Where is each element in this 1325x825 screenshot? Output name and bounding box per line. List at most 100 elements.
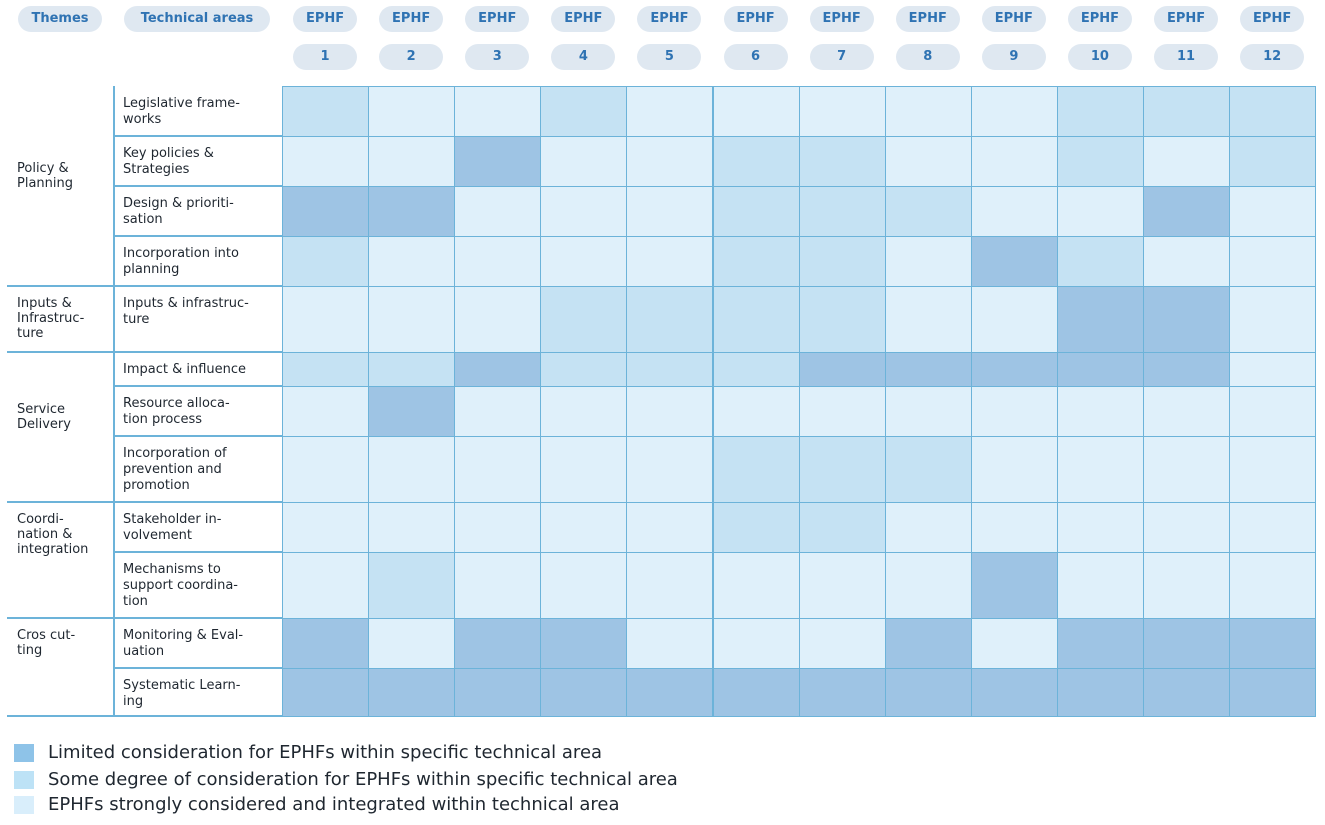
- matrix-cell: [368, 386, 456, 437]
- matrix-cell: [1143, 502, 1231, 553]
- matrix-cell: [884, 352, 972, 387]
- matrix-cell: [884, 386, 972, 437]
- matrix-cell: [970, 286, 1058, 353]
- legend-swatch: [14, 744, 34, 762]
- matrix-cell: [282, 86, 370, 137]
- legend-label: EPHFs strongly considered and integrated…: [48, 794, 620, 815]
- matrix-cell: [884, 236, 972, 287]
- matrix-cell: [454, 236, 542, 287]
- matrix-cell: [454, 668, 542, 717]
- technical-area-label: Resource alloca- tion process: [123, 396, 230, 427]
- matrix-cell: [712, 386, 800, 437]
- matrix-cell: [282, 436, 370, 503]
- technical-area-label: Monitoring & Eval- uation: [123, 628, 244, 659]
- matrix-cell: [282, 552, 370, 619]
- matrix-cell: [712, 136, 800, 187]
- ephf-header-label: EPHF: [293, 6, 358, 32]
- matrix-cell: [970, 86, 1058, 137]
- matrix-cell: [454, 286, 542, 353]
- matrix-cell: [454, 86, 542, 137]
- matrix-cell: [712, 186, 800, 237]
- matrix-cell: [884, 186, 972, 237]
- technical-area-label: Stakeholder in- volvement: [123, 512, 222, 543]
- matrix-cell: [1056, 436, 1144, 503]
- matrix-cell: [454, 186, 542, 237]
- legend-label: Limited consideration for EPHFs within s…: [48, 742, 603, 763]
- matrix-cell: [540, 386, 628, 437]
- matrix-cell: [1056, 386, 1144, 437]
- matrix-cell: [712, 236, 800, 287]
- matrix-cell: [368, 502, 456, 553]
- matrix-cell: [798, 286, 886, 353]
- ephf-number-1: 1: [293, 44, 358, 70]
- matrix-cell: [798, 436, 886, 503]
- matrix-cell: [1056, 352, 1144, 387]
- ephf-header-label: EPHF: [379, 6, 444, 32]
- matrix-cell: [1056, 136, 1144, 187]
- matrix-cell: [884, 286, 972, 353]
- matrix-cell: [454, 136, 542, 187]
- matrix-cell: [454, 352, 542, 387]
- matrix-cell: [884, 436, 972, 503]
- matrix-cell: [540, 668, 628, 717]
- technical-areas-header: Technical areas: [124, 6, 270, 32]
- ephf-header-label: EPHF: [637, 6, 702, 32]
- technical-area-label: Design & prioriti- sation: [123, 196, 234, 227]
- matrix-cell: [282, 186, 370, 237]
- theme-label: Inputs & Infrastruc- ture: [17, 296, 85, 341]
- ephf-header-label: EPHF: [895, 6, 960, 32]
- matrix-cell: [626, 552, 714, 619]
- ephf-number-11: 11: [1154, 44, 1219, 70]
- matrix-cell: [626, 352, 714, 387]
- matrix-cell: [540, 236, 628, 287]
- matrix-cell: [540, 618, 628, 669]
- technical-area-label: Incorporation into planning: [123, 246, 239, 277]
- legend-swatch: [14, 796, 34, 814]
- matrix-cell: [884, 86, 972, 137]
- matrix-cell: [626, 236, 714, 287]
- matrix-cell: [1229, 352, 1317, 387]
- matrix-cell: [1143, 136, 1231, 187]
- matrix-cell: [970, 236, 1058, 287]
- matrix-cell: [282, 502, 370, 553]
- matrix-cell: [368, 236, 456, 287]
- matrix-cell: [712, 436, 800, 503]
- matrix-cell: [798, 236, 886, 287]
- row-divider: [113, 435, 282, 437]
- matrix-cell: [1056, 236, 1144, 287]
- matrix-cell: [970, 352, 1058, 387]
- ephf-number-9: 9: [981, 44, 1046, 70]
- ephf-header-label: EPHF: [1240, 6, 1305, 32]
- matrix-cell: [798, 502, 886, 553]
- matrix-cell: [970, 668, 1058, 717]
- matrix-cell: [970, 136, 1058, 187]
- matrix-cell: [540, 552, 628, 619]
- matrix-cell: [540, 186, 628, 237]
- theme-label: Cros cut- ting: [17, 628, 76, 658]
- technical-area-label: Systematic Learn- ing: [123, 678, 241, 709]
- matrix-cell: [1229, 186, 1317, 237]
- matrix-cell: [1143, 186, 1231, 237]
- technical-area-label: Incorporation of prevention and promotio…: [123, 446, 227, 493]
- matrix-cell: [970, 618, 1058, 669]
- matrix-cell: [1056, 668, 1144, 717]
- matrix-cell: [712, 86, 800, 137]
- matrix-cell: [798, 668, 886, 717]
- ephf-number-10: 10: [1067, 44, 1132, 70]
- matrix-cell: [1229, 436, 1317, 503]
- matrix-cell: [884, 668, 972, 717]
- matrix-cell: [1229, 552, 1317, 619]
- matrix-cell: [282, 352, 370, 387]
- row-divider: [7, 501, 282, 503]
- matrix-cell: [1056, 618, 1144, 669]
- ephf-header-label: EPHF: [465, 6, 530, 32]
- matrix-cell: [798, 352, 886, 387]
- legend-swatch: [14, 771, 34, 789]
- matrix-cell: [368, 86, 456, 137]
- matrix-cell: [1229, 618, 1317, 669]
- matrix-cell: [626, 502, 714, 553]
- matrix-cell: [712, 668, 800, 717]
- ephf-header-label: EPHF: [551, 6, 616, 32]
- matrix-cell: [884, 552, 972, 619]
